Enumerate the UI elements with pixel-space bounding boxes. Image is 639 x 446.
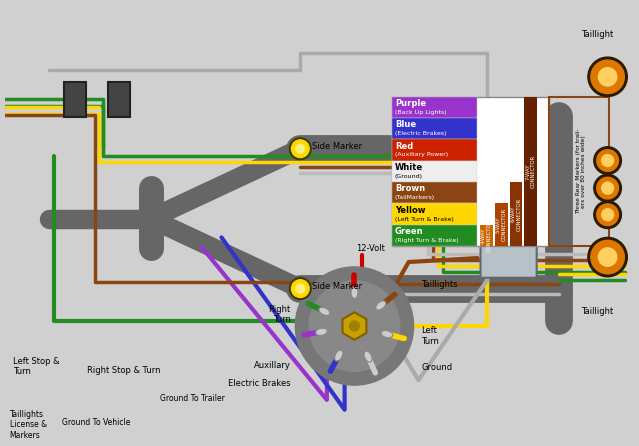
Bar [392, 161, 477, 182]
Circle shape [591, 60, 624, 94]
Bar [550, 96, 608, 246]
Text: (Left Turn & Brake): (Left Turn & Brake) [395, 217, 454, 222]
Bar [392, 118, 477, 139]
Text: 6-WAY
CONNECTOR: 6-WAY CONNECTOR [511, 198, 521, 231]
Text: Side Marker: Side Marker [312, 282, 362, 291]
Text: (Auxiliary Power): (Auxiliary Power) [395, 153, 448, 157]
Bar [392, 96, 550, 246]
Text: Right
Turn: Right Turn [268, 305, 291, 324]
Bar [392, 182, 477, 203]
Ellipse shape [319, 307, 330, 315]
FancyBboxPatch shape [481, 236, 537, 278]
Bar [480, 225, 493, 246]
Ellipse shape [376, 301, 386, 310]
Text: 4-WAY
CONNECTOR: 4-WAY CONNECTOR [481, 219, 492, 252]
Circle shape [289, 138, 311, 160]
FancyBboxPatch shape [481, 120, 537, 161]
Ellipse shape [335, 350, 343, 361]
Text: Taillight: Taillight [581, 307, 613, 316]
Circle shape [602, 182, 613, 194]
Polygon shape [343, 312, 366, 340]
Circle shape [597, 204, 619, 226]
Text: Auxillary: Auxillary [254, 361, 291, 370]
Text: Three Rear Markers (for trail-
ers over 80 inches wide): Three Rear Markers (for trail- ers over … [576, 128, 587, 214]
Text: Left
Turn: Left Turn [422, 326, 440, 346]
Text: Purple: Purple [395, 99, 426, 108]
Bar [392, 139, 477, 161]
Circle shape [597, 178, 619, 199]
Text: (Electric Brakes): (Electric Brakes) [395, 131, 447, 136]
Bar [392, 203, 477, 225]
Circle shape [295, 267, 413, 385]
Circle shape [588, 237, 627, 277]
Text: (Right Turn & Brake): (Right Turn & Brake) [395, 238, 458, 243]
Ellipse shape [316, 328, 327, 335]
Circle shape [350, 321, 359, 331]
Text: Taillights: Taillights [422, 280, 458, 289]
Text: Yellow: Yellow [395, 206, 426, 215]
Circle shape [598, 248, 617, 266]
Ellipse shape [364, 351, 372, 362]
Text: Blue: Blue [395, 120, 416, 129]
Circle shape [291, 140, 309, 157]
Circle shape [289, 278, 311, 299]
Text: Ground To Vehicle: Ground To Vehicle [62, 417, 130, 427]
Circle shape [594, 201, 621, 228]
Text: Side Marker: Side Marker [312, 142, 362, 151]
Text: Red: Red [395, 142, 413, 151]
Bar [108, 82, 130, 117]
Circle shape [602, 209, 613, 221]
Text: Taillight: Taillight [581, 30, 613, 39]
Circle shape [296, 284, 305, 293]
Circle shape [296, 145, 305, 153]
Text: Left Stop &
Turn: Left Stop & Turn [13, 356, 59, 376]
Bar [64, 82, 86, 117]
Text: White: White [395, 163, 423, 172]
Circle shape [594, 147, 621, 174]
Bar [524, 96, 537, 246]
Text: (TailMarkers): (TailMarkers) [395, 195, 435, 200]
Ellipse shape [351, 287, 358, 298]
Circle shape [598, 68, 617, 86]
Circle shape [591, 240, 624, 274]
Text: Electric Brakes: Electric Brakes [228, 379, 291, 388]
Ellipse shape [381, 330, 393, 338]
Bar [392, 225, 477, 246]
Circle shape [291, 280, 309, 297]
Text: Ground: Ground [422, 363, 452, 372]
Text: Green: Green [395, 227, 424, 236]
Text: 5-WAY
CONNECTOR: 5-WAY CONNECTOR [496, 208, 507, 241]
Text: Ground To Trailer: Ground To Trailer [160, 394, 226, 403]
Text: Right Stop & Turn: Right Stop & Turn [86, 367, 160, 376]
Circle shape [594, 174, 621, 202]
Circle shape [309, 281, 400, 372]
Circle shape [597, 150, 619, 171]
Circle shape [588, 57, 627, 96]
Text: (Ground): (Ground) [395, 174, 423, 179]
Text: 12-Volt: 12-Volt [357, 244, 385, 253]
Text: 7-WAY
CONNECTOR: 7-WAY CONNECTOR [525, 155, 536, 188]
Circle shape [602, 155, 613, 166]
Text: (Back Up Lights): (Back Up Lights) [395, 110, 447, 115]
Text: Taillights
License &
Markers: Taillights License & Markers [10, 410, 47, 440]
Text: Brown: Brown [395, 185, 425, 194]
Bar [392, 96, 477, 118]
Bar [509, 182, 522, 246]
Bar [495, 203, 507, 246]
